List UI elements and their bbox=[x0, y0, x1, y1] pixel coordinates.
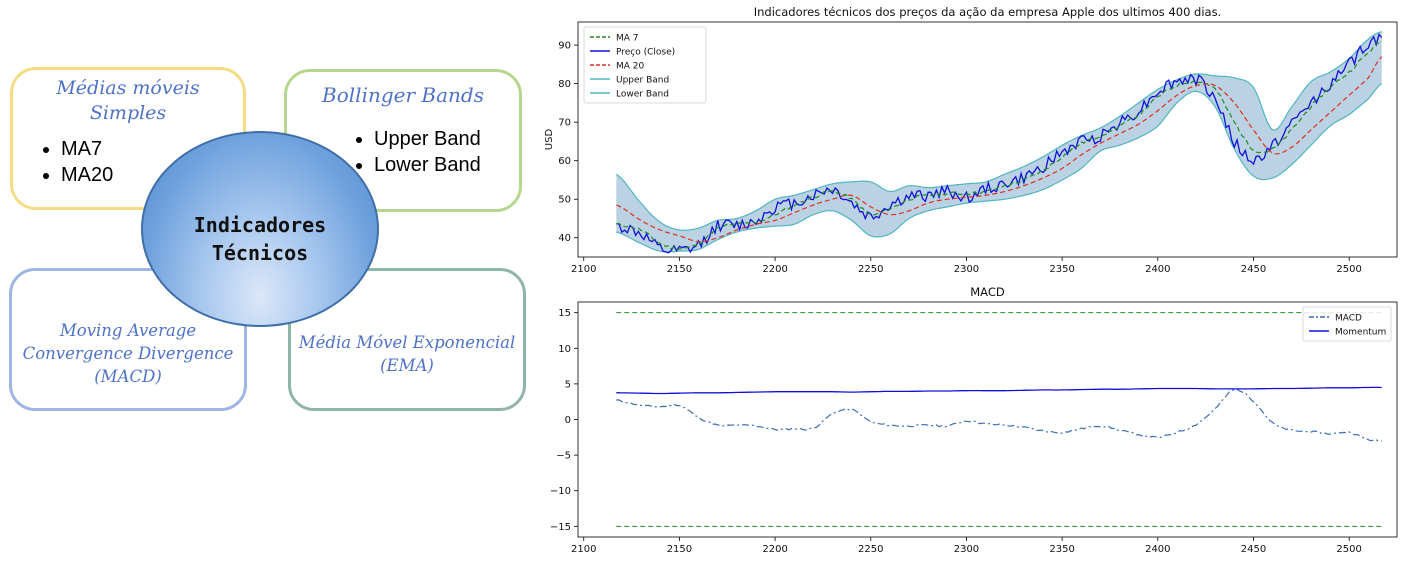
charts-panel: Indicadores técnicos dos preços da ação … bbox=[535, 0, 1411, 558]
price-x-tick-label: 2100 bbox=[571, 264, 596, 275]
macd-y-tick-label: 10 bbox=[558, 344, 571, 355]
bollinger-item-lower: Lower Band bbox=[374, 152, 481, 178]
macd-legend-label: Momentum bbox=[1335, 328, 1386, 338]
macd-series-momentum bbox=[616, 386, 1382, 395]
price-y-tick-label: 50 bbox=[558, 195, 571, 206]
macd-y-tick-label: −10 bbox=[550, 486, 571, 497]
price-x-tick-label: 2250 bbox=[858, 264, 883, 275]
center-label-line2: Técnicos bbox=[211, 241, 309, 265]
macd-x-tick-label: 2200 bbox=[762, 544, 787, 555]
price-y-tick-label: 70 bbox=[558, 118, 571, 129]
indicators-diagram: Médias móveis Simples MA7 MA20 Bollinger… bbox=[0, 0, 540, 558]
bollinger-list: Upper Band Lower Band bbox=[352, 126, 481, 178]
macd-legend: MACD Momentum bbox=[1302, 306, 1392, 342]
price-x-tick-label: 2500 bbox=[1336, 264, 1361, 275]
price-x-tick-label: 2350 bbox=[1049, 264, 1074, 275]
ema-title-line2: (EMA) bbox=[380, 356, 434, 375]
price-legend-label: Upper Band bbox=[616, 76, 669, 86]
macd-x-tick-label: 2300 bbox=[954, 544, 979, 555]
price-x-tick-label: 2200 bbox=[762, 264, 787, 275]
price-y-tick-label: 90 bbox=[558, 41, 571, 52]
price-series-lower-band bbox=[616, 83, 1383, 253]
price-chart: Indicadores técnicos dos preços da ação … bbox=[544, 5, 1398, 275]
sma-item-ma7: MA7 bbox=[61, 136, 113, 162]
price-legend-box bbox=[583, 26, 707, 104]
price-x-tick-label: 2150 bbox=[667, 264, 692, 275]
sma-title-line1: Médias móveis bbox=[56, 77, 200, 99]
bollinger-item-upper: Upper Band bbox=[374, 126, 481, 152]
macd-y-tick-label: 5 bbox=[565, 379, 571, 390]
center-label: Indicadores Técnicos bbox=[143, 211, 377, 267]
macd-x-tick-label: 2250 bbox=[858, 544, 883, 555]
ema-title: Média Móvel Exponencial (EMA) bbox=[291, 331, 523, 377]
price-legend-label: Lower Band bbox=[616, 90, 669, 100]
price-legend-label: MA 7 bbox=[616, 34, 639, 44]
price-legend-label: Preço (Close) bbox=[616, 48, 675, 58]
center-ellipse: Indicadores Técnicos bbox=[141, 131, 379, 327]
macd-chart-title: MACD bbox=[970, 285, 1005, 299]
macd-title-line1: Moving Average bbox=[59, 321, 197, 340]
macd-x-tick-label: 2500 bbox=[1336, 544, 1361, 555]
price-y-tick-label: 80 bbox=[558, 79, 571, 90]
price-plot-frame bbox=[577, 21, 1398, 258]
macd-box: Moving Average Convergence Divergence (M… bbox=[9, 268, 247, 411]
macd-series-macd bbox=[616, 388, 1382, 442]
price-x-tick-label: 2450 bbox=[1241, 264, 1266, 275]
price-y-tick-label: 40 bbox=[558, 233, 571, 244]
macd-x-tick-label: 2100 bbox=[571, 544, 596, 555]
price-y-axis-label: USD bbox=[544, 129, 555, 151]
macd-y-tick-label: 0 bbox=[565, 415, 571, 426]
sma-title-line2: Simples bbox=[89, 102, 167, 124]
sma-box: Médias móveis Simples MA7 MA20 bbox=[10, 67, 246, 210]
sma-list: MA7 MA20 bbox=[39, 136, 113, 188]
price-legend: MA 7 Preço (Close) MA 20 Upper Band Lower Ba… bbox=[583, 26, 707, 104]
price-legend-label: MA 20 bbox=[616, 62, 645, 72]
macd-title-line3: (MACD) bbox=[94, 367, 162, 386]
sma-title: Médias móveis Simples bbox=[13, 76, 243, 126]
macd-title-line2: Convergence Divergence bbox=[22, 344, 234, 363]
macd-y-tick-label: 15 bbox=[558, 308, 571, 319]
macd-legend-label: MACD bbox=[1335, 314, 1362, 324]
price-x-tick-label: 2300 bbox=[954, 264, 979, 275]
price-series-pre-o-close- bbox=[616, 33, 1383, 254]
price-x-tick-label: 2400 bbox=[1145, 264, 1170, 275]
price-chart-title: Indicadores técnicos dos preços da ação … bbox=[754, 5, 1222, 19]
macd-title: Moving Average Convergence Divergence (M… bbox=[12, 319, 244, 388]
macd-x-tick-label: 2350 bbox=[1049, 544, 1074, 555]
sma-item-ma20: MA20 bbox=[61, 162, 113, 188]
macd-x-tick-label: 2150 bbox=[667, 544, 692, 555]
price-series-upper-band bbox=[615, 31, 1382, 232]
ema-title-line1: Média Móvel Exponencial bbox=[298, 333, 516, 352]
price-series-ma-20 bbox=[616, 56, 1383, 243]
macd-legend-box bbox=[1302, 306, 1392, 342]
center-label-line1: Indicadores bbox=[193, 213, 327, 237]
macd-y-tick-label: −5 bbox=[556, 451, 571, 462]
price-y-tick-label: 60 bbox=[558, 156, 571, 167]
macd-x-tick-label: 2400 bbox=[1145, 544, 1170, 555]
macd-y-tick-label: −15 bbox=[550, 522, 571, 533]
macd-x-tick-label: 2450 bbox=[1241, 544, 1266, 555]
bollinger-title: Bollinger Bands bbox=[322, 83, 484, 107]
macd-chart: MACD 2100 2150 2200 2250 2300 2350 2400 2450 2500… bbox=[550, 285, 1398, 555]
charts-svg: Indicadores técnicos dos preços da ação … bbox=[544, 5, 1398, 555]
